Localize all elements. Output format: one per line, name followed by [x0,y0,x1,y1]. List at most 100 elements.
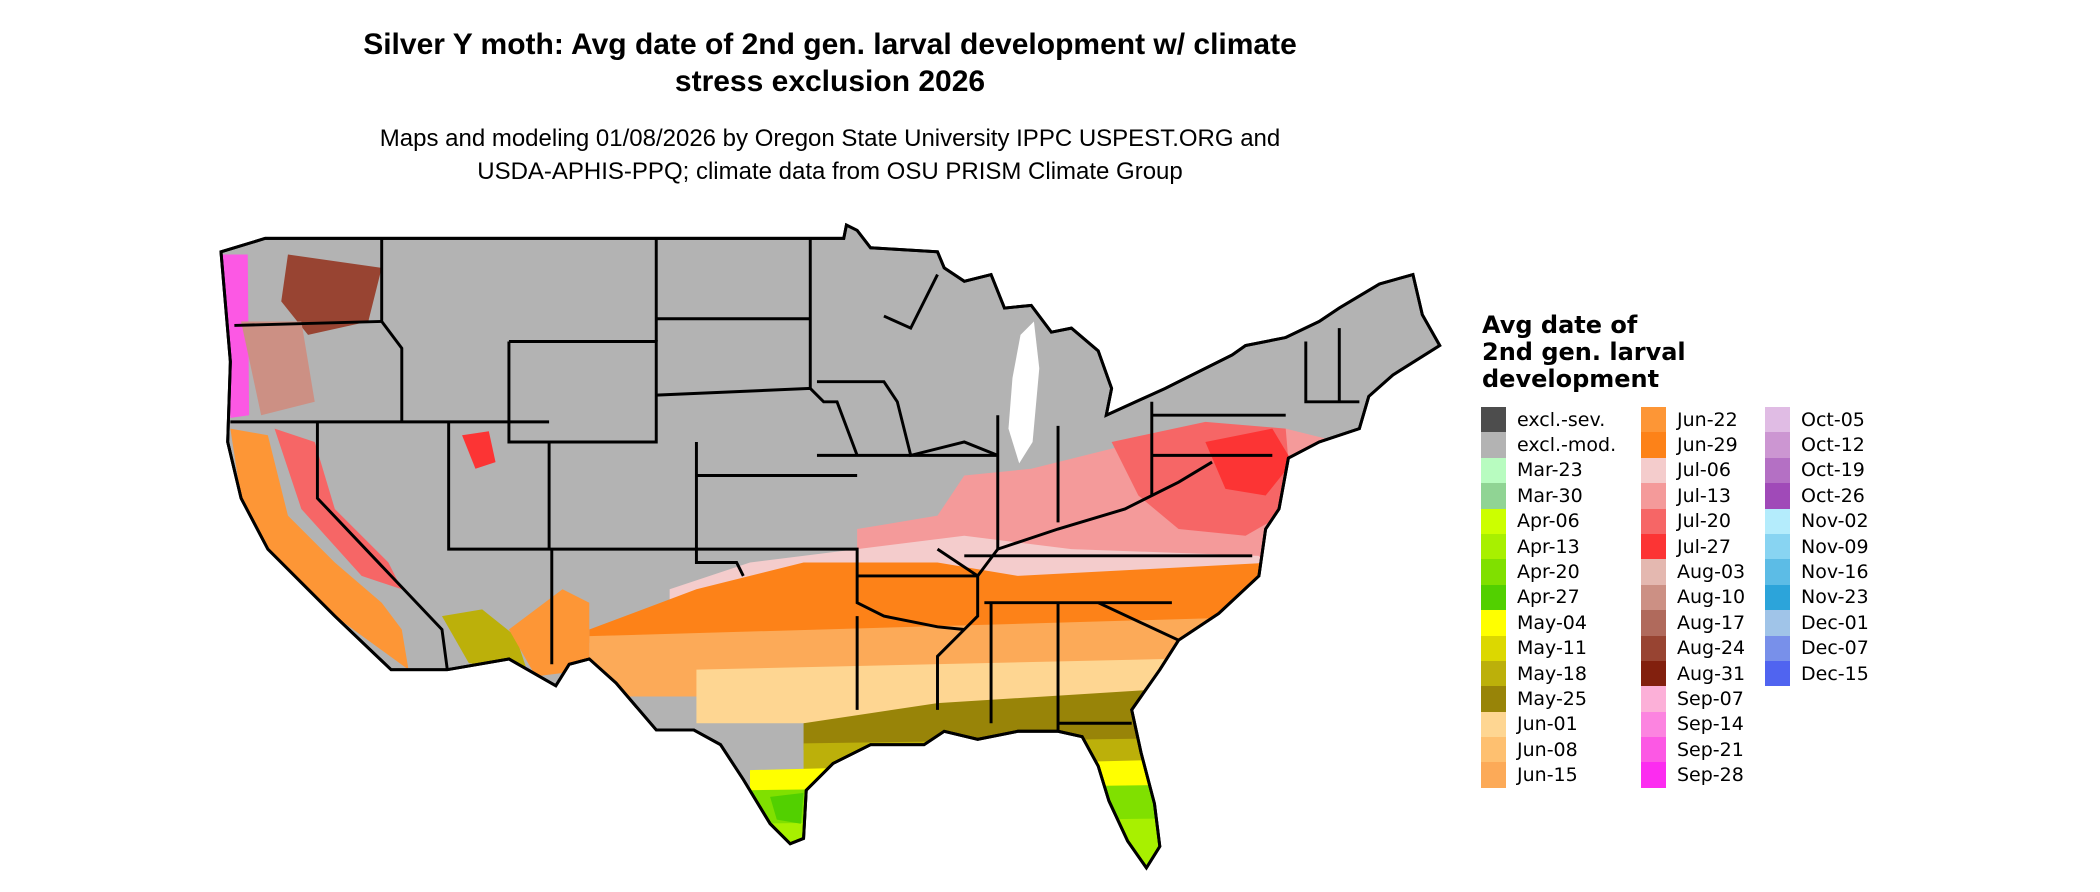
legend-title: Avg date of 2nd gen. larval development [1482,312,1686,393]
legend-swatch [1481,584,1506,611]
legend-label: excl.-mod. [1517,434,1617,457]
legend-item: Aug-17 [1641,610,1746,636]
legend-label: Jun-15 [1517,764,1578,787]
lake-michigan [1008,321,1040,464]
legend-label: Oct-19 [1801,459,1865,482]
band-west-pink [274,428,402,590]
legend-item: Jun-08 [1481,737,1616,763]
legend-label: May-04 [1517,611,1587,634]
legend-item: Mar-30 [1481,483,1616,509]
legend-label: Jun-22 [1677,408,1738,431]
legend-label: Mar-30 [1517,484,1583,507]
legend-item: Oct-12 [1765,432,1869,458]
legend-swatch [1765,610,1790,636]
legend-item: Jul-13 [1641,483,1745,509]
legend-swatch [1641,457,1666,484]
legend-label: Oct-26 [1801,484,1865,507]
legend-label: Aug-10 [1677,586,1746,609]
legend-item: Sep-28 [1641,762,1745,788]
legend-label: Dec-07 [1801,637,1869,660]
legend-item: Nov-16 [1765,559,1869,585]
legend-swatch [1481,508,1506,534]
band-sw-orange [508,589,590,677]
legend-item: Sep-07 [1641,686,1745,712]
legend-swatch [1765,432,1790,458]
legend-label: Aug-31 [1677,662,1746,685]
legend-swatch [1641,686,1666,712]
legend-item: Sep-21 [1641,737,1745,763]
legend-label: Aug-17 [1677,611,1746,634]
legend-label: Jul-06 [1677,459,1731,482]
legend-item: Apr-06 [1481,508,1616,534]
legend-swatch [1641,432,1666,458]
legend-swatch [1641,559,1666,585]
legend-swatch [1481,407,1506,433]
legend-item: Oct-05 [1765,407,1869,433]
legend-item: Nov-02 [1765,508,1869,534]
legend-item: Oct-19 [1765,457,1869,484]
map-title: Silver Y moth: Avg date of 2nd gen. larv… [230,26,1430,100]
legend-label: Jun-08 [1517,738,1578,761]
legend-item: Aug-24 [1641,635,1746,661]
legend-title-line: development [1482,365,1660,393]
legend-item: excl.-mod. [1481,432,1617,458]
legend-label: Nov-16 [1801,561,1869,584]
legend-swatch [1765,457,1790,484]
legend-title-line: 2nd gen. larval [1482,338,1686,366]
legend-label: Sep-21 [1677,738,1744,761]
legend-item: Jul-06 [1641,457,1745,484]
legend-swatch [1641,483,1666,509]
legend-swatch [1481,635,1506,661]
legend-label: Nov-23 [1801,586,1869,609]
legend-swatch [1765,660,1790,687]
us-land-excluded [220,225,1440,868]
legend-label: Apr-20 [1517,561,1580,584]
band-ut-red [462,431,496,469]
band-jul-27 [1205,428,1293,496]
legend-swatch [1481,711,1506,738]
legend-swatch [1481,737,1506,763]
legend-label: Oct-12 [1801,434,1865,457]
legend-label: Jul-20 [1677,510,1731,533]
legend-label: Jul-13 [1677,484,1731,507]
legend-item: May-04 [1481,610,1616,636]
legend-swatch [1481,533,1506,560]
map-subtitle-line-1: Maps and modeling 01/08/2026 by Oregon S… [379,125,1281,152]
legend-swatch [1641,635,1666,661]
legend-item: May-25 [1481,686,1616,712]
legend-label: excl.-sev. [1517,408,1606,431]
legend-column-3: Oct-05 Oct-12 Oct-19 Oct-26 Nov-02 Nov-09 Nov-… [1765,407,1869,687]
legend-item: May-11 [1481,635,1616,661]
legend-item: Jul-27 [1641,533,1745,560]
legend-item: Nov-09 [1765,533,1869,560]
legend-swatch [1641,407,1666,433]
legend-swatch [1765,483,1790,509]
legend-item: Dec-01 [1765,610,1869,636]
legend-label: Apr-06 [1517,510,1580,533]
legend-label: Mar-23 [1517,459,1583,482]
legend-swatch [1641,508,1666,534]
legend-item: Jul-20 [1641,508,1745,534]
legend-swatch [1481,559,1506,585]
legend-label: Nov-09 [1801,535,1869,558]
legend-label: Oct-05 [1801,408,1865,431]
legend-column-2: Jun-22 Jun-29 Jul-06 Jul-13 Jul-20 Jul-27 Aug-… [1641,407,1745,788]
legend-item: Aug-31 [1641,660,1746,687]
legend-swatch [1481,432,1506,458]
legend-swatch [1765,508,1790,534]
legend-swatch [1481,686,1506,712]
legend-label: Dec-01 [1801,611,1869,634]
legend-label: Apr-27 [1517,586,1580,609]
legend-item: Aug-03 [1641,559,1745,585]
map-subtitle-line-2: USDA-APHIS-PPQ; climate data from OSU PR… [477,158,1183,185]
legend-swatch [1481,660,1506,687]
legend-label: Sep-28 [1677,764,1744,787]
legend-swatch [1641,737,1666,763]
legend-item: Dec-15 [1765,660,1869,687]
legend-swatch [1641,762,1666,788]
legend-label: Aug-24 [1677,637,1746,660]
legend-label: Apr-13 [1517,535,1580,558]
legend-swatch [1641,660,1666,687]
legend-item: excl.-sev. [1481,407,1616,433]
band-west-coast-orange [230,428,409,670]
